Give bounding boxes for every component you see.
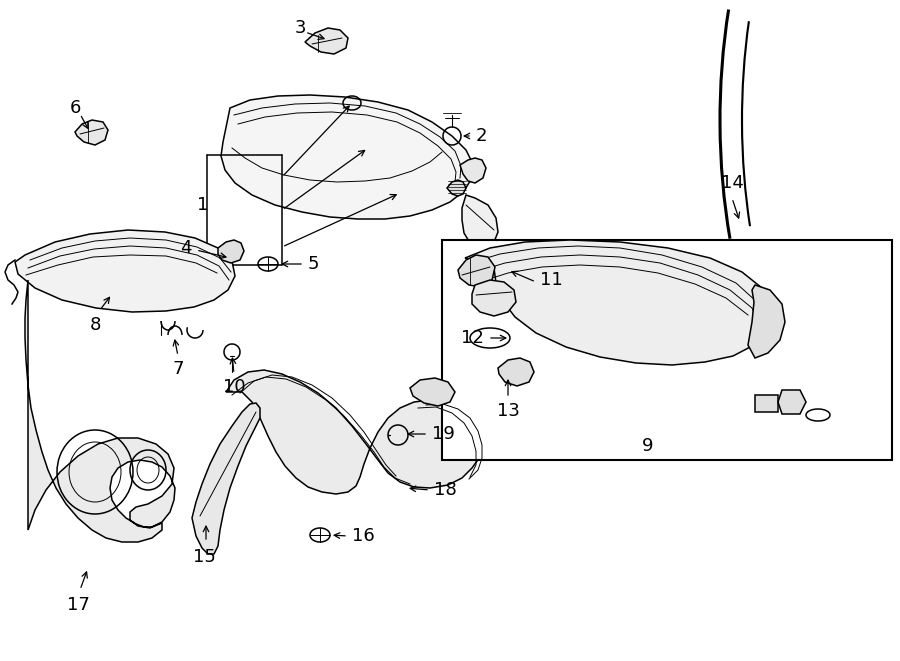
Text: 19: 19 [432,425,454,443]
Polygon shape [498,358,534,386]
Polygon shape [778,390,806,414]
Polygon shape [462,195,498,248]
Polygon shape [25,280,175,542]
Text: 16: 16 [352,527,374,545]
Polygon shape [226,370,484,494]
Text: 13: 13 [497,402,519,420]
Text: 3: 3 [294,19,306,37]
Text: 11: 11 [540,271,562,289]
Polygon shape [755,395,778,412]
Text: 6: 6 [69,99,81,117]
Polygon shape [460,158,486,183]
Polygon shape [305,28,348,54]
Text: 2: 2 [476,127,488,145]
Text: 18: 18 [434,481,456,499]
Bar [442,240,892,460]
Polygon shape [218,240,244,263]
Polygon shape [75,120,108,145]
Polygon shape [15,230,235,312]
Text: 15: 15 [193,548,215,566]
Polygon shape [221,95,473,219]
Text: 14: 14 [721,174,743,192]
Polygon shape [458,255,495,287]
Text: 9: 9 [643,437,653,455]
Polygon shape [748,285,785,358]
Polygon shape [192,403,260,554]
Polygon shape [465,240,770,365]
Polygon shape [472,280,516,316]
Text: 5: 5 [308,255,320,273]
Text: 10: 10 [222,378,246,396]
Text: 17: 17 [67,596,89,614]
Polygon shape [410,378,455,406]
Polygon shape [447,180,466,196]
Text: 8: 8 [89,316,101,334]
Text: 7: 7 [172,360,184,378]
Text: 12: 12 [461,329,484,347]
Text: 1: 1 [196,196,208,214]
Text: 4: 4 [181,239,192,257]
